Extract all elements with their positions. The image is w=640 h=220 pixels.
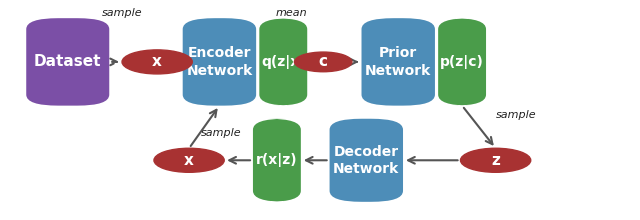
Circle shape <box>154 148 224 172</box>
Text: x: x <box>184 153 194 168</box>
Text: Prior
Network: Prior Network <box>365 46 431 78</box>
Text: x: x <box>152 54 162 69</box>
Text: Decoder
Network: Decoder Network <box>333 145 399 176</box>
Text: sample: sample <box>102 8 142 18</box>
FancyBboxPatch shape <box>330 119 403 202</box>
FancyBboxPatch shape <box>362 18 435 106</box>
Text: r(x|z): r(x|z) <box>256 153 298 167</box>
Text: mean: mean <box>275 8 307 18</box>
Text: z: z <box>491 153 500 168</box>
Circle shape <box>122 50 192 74</box>
Text: sample: sample <box>495 110 536 121</box>
Text: Dataset: Dataset <box>34 54 102 69</box>
FancyBboxPatch shape <box>438 18 486 106</box>
Text: q(z|x): q(z|x) <box>261 55 305 69</box>
Text: p(z|c): p(z|c) <box>440 55 484 69</box>
FancyBboxPatch shape <box>182 18 256 106</box>
Text: c: c <box>319 54 328 69</box>
Circle shape <box>294 52 352 72</box>
FancyBboxPatch shape <box>26 18 109 106</box>
FancyBboxPatch shape <box>259 18 307 106</box>
Text: Encoder
Network: Encoder Network <box>186 46 253 78</box>
FancyBboxPatch shape <box>253 119 301 202</box>
Circle shape <box>461 148 531 172</box>
Text: sample: sample <box>201 128 241 138</box>
